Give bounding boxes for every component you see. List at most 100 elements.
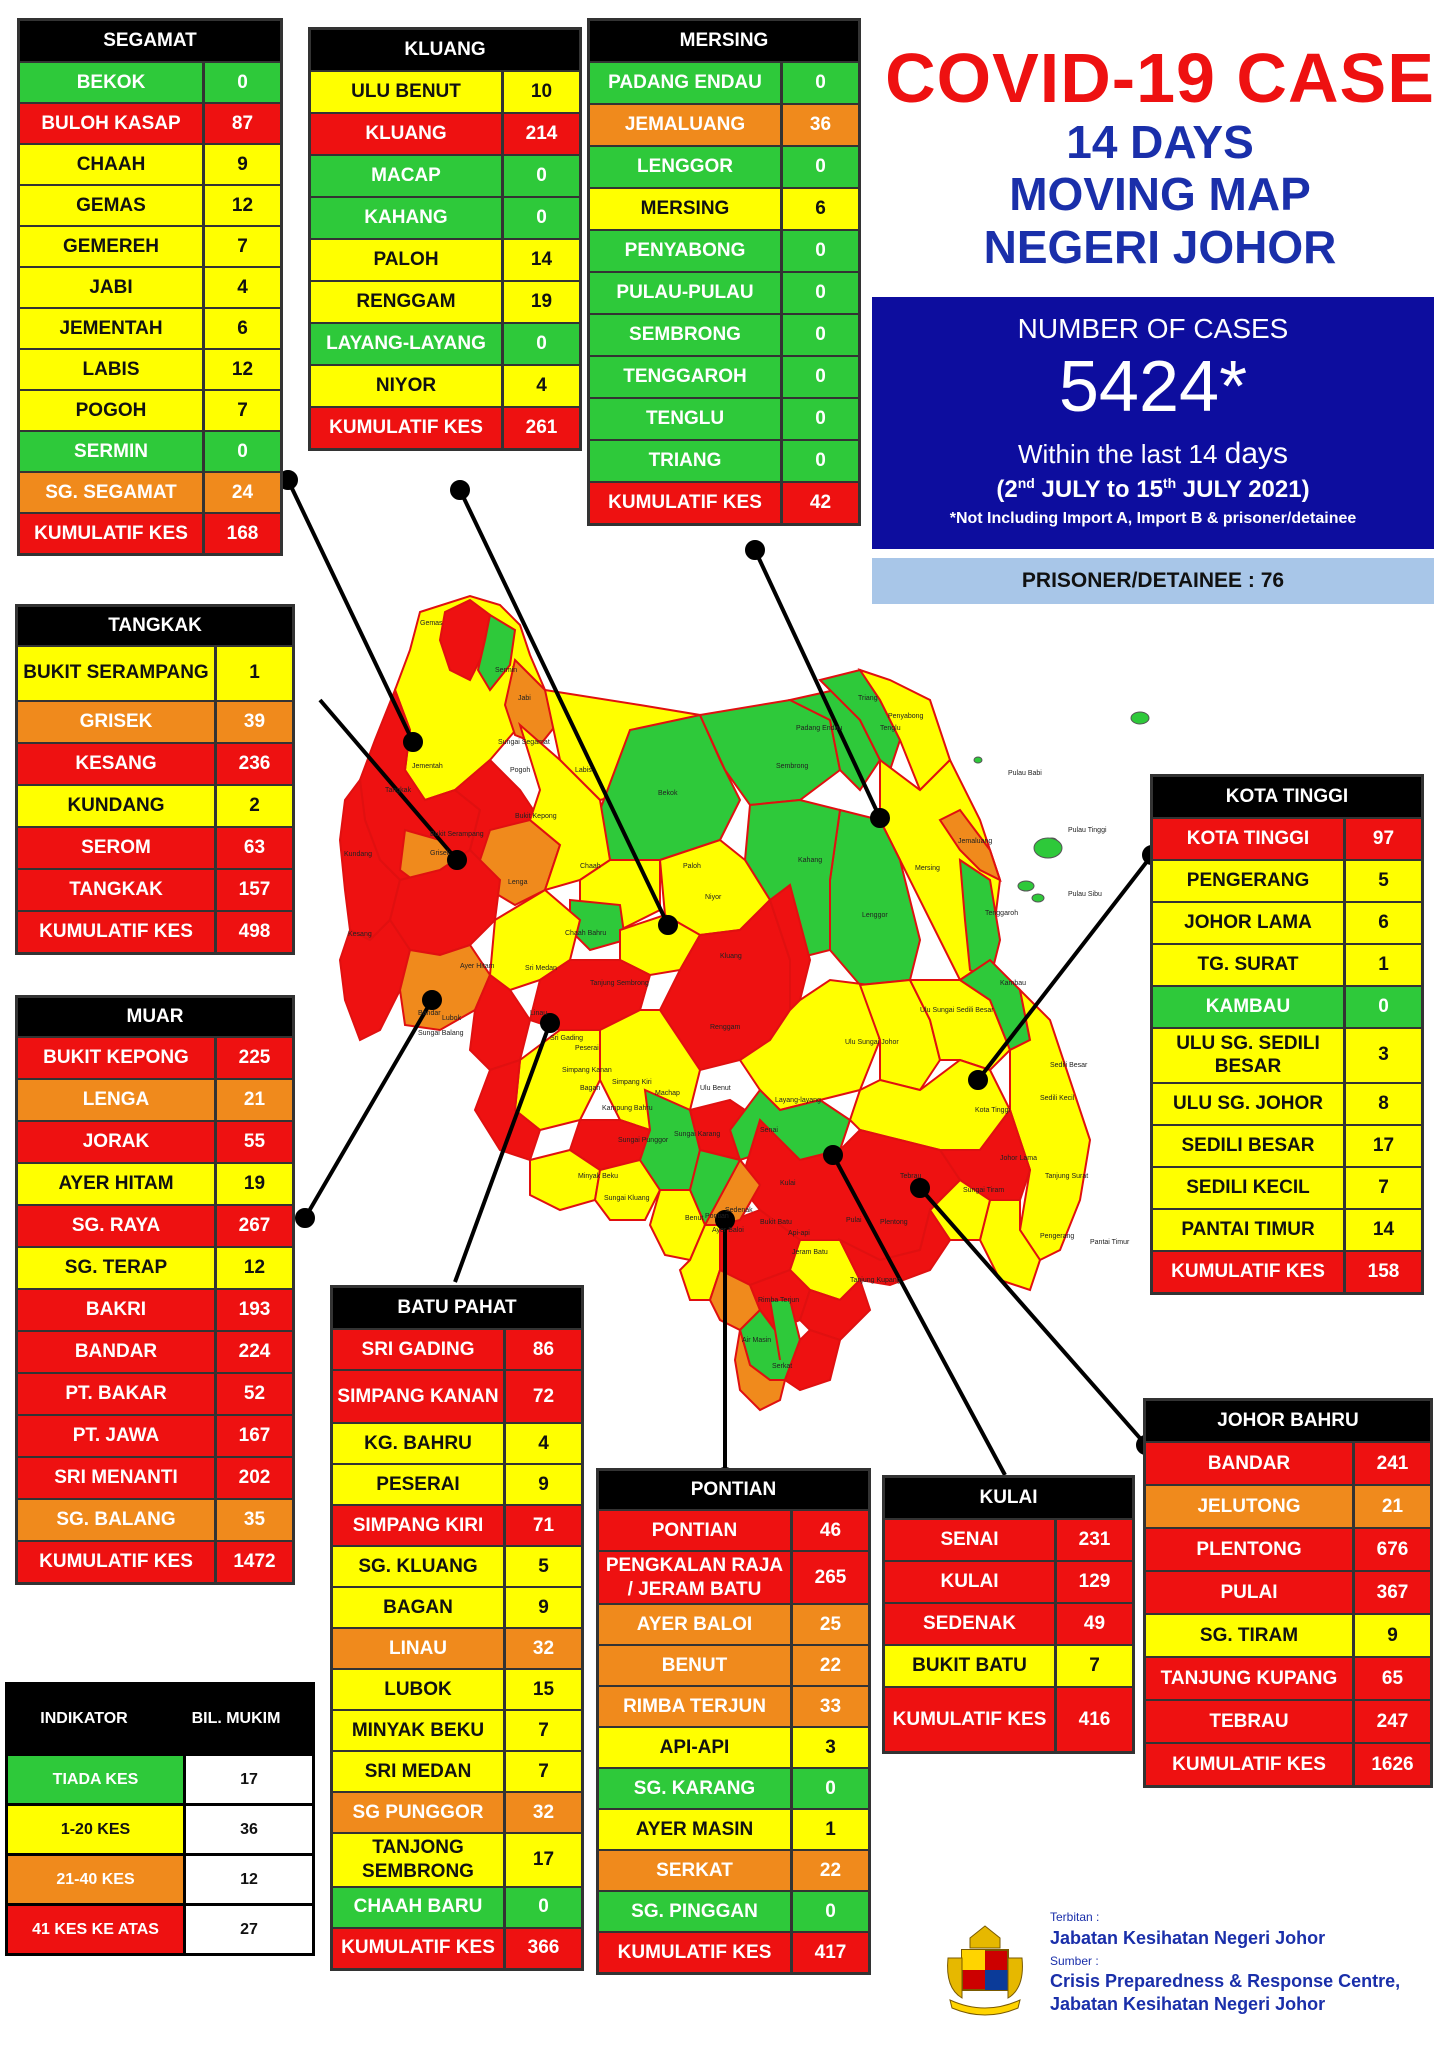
case-count: 14 bbox=[501, 240, 579, 280]
island bbox=[1017, 880, 1035, 892]
case-count: 0 bbox=[780, 315, 858, 355]
table-row: JEMALUANG 36 bbox=[590, 103, 858, 145]
mukim-name: CHAAH BARU bbox=[353, 1896, 483, 1918]
mukim-name: LINAU bbox=[388, 1637, 448, 1659]
table-row: GRISEK 39 bbox=[18, 699, 292, 742]
mukim-name: LABIS bbox=[82, 358, 140, 380]
mukim-name: BUKIT BATU bbox=[912, 1655, 1027, 1677]
table-pontian: PONTIAN PONTIAN 46 PENGKALAN RAJA / JERAM B… bbox=[596, 1468, 871, 1976]
date-range: (2nd JULY to 15th JULY 2021) bbox=[872, 475, 1434, 504]
case-count: 6 bbox=[780, 189, 858, 229]
mukim-name: MINYAK BEKU bbox=[351, 1719, 485, 1741]
case-count: 193 bbox=[214, 1290, 292, 1330]
mukim-name: SRI MEDAN bbox=[364, 1760, 472, 1782]
mukim-name: JEMENTAH bbox=[59, 317, 163, 339]
map-region bbox=[599, 1009, 702, 1132]
footer: Terbitan : Jabatan Kesihatan Negeri Joho… bbox=[940, 1908, 1440, 2028]
table-row: SRI MEDAN 7 bbox=[333, 1750, 581, 1792]
table-row: LAYANG-LAYANG 0 bbox=[311, 322, 579, 364]
mukim-name: SG PUNGGOR bbox=[352, 1801, 484, 1823]
case-count: 55 bbox=[214, 1122, 292, 1162]
map-label: Kota Tinggi bbox=[975, 1107, 1010, 1114]
map-label: Sungai Tiram bbox=[963, 1187, 1004, 1194]
mukim-name: KESANG bbox=[75, 752, 157, 774]
mukim-name: TANJUNG KUPANG bbox=[1160, 1667, 1338, 1689]
case-count: 17 bbox=[503, 1834, 581, 1886]
table-row: TG. SURAT 1 bbox=[1153, 943, 1421, 985]
mukim-name: TRIANG bbox=[648, 450, 722, 472]
map-label: Tanjung Kupang bbox=[850, 1277, 901, 1284]
table-row: AYER MASIN 1 bbox=[599, 1808, 868, 1850]
table-row: TENGLU 0 bbox=[590, 397, 858, 439]
table-row: KUMULATIF KES 1626 bbox=[1146, 1742, 1430, 1785]
case-count: 367 bbox=[1352, 1572, 1430, 1613]
case-count: 676 bbox=[1352, 1529, 1430, 1570]
table-row: ULU BENUT 10 bbox=[311, 70, 579, 112]
map-region bbox=[598, 713, 742, 861]
district-name: KLUANG bbox=[311, 30, 579, 70]
mukim-name: BANDAR bbox=[1207, 1452, 1291, 1474]
table-row: KUNDANG 2 bbox=[18, 783, 292, 826]
table-row: SRI GADING 86 bbox=[333, 1328, 581, 1369]
within-period: Within the last 14 days bbox=[872, 437, 1434, 471]
map-label: Chaah bbox=[580, 863, 601, 870]
case-count: 33 bbox=[790, 1687, 868, 1727]
table-row: KOTA TINGGI 97 bbox=[1153, 817, 1421, 859]
mukim-name: SEDILI KECIL bbox=[1186, 1176, 1310, 1198]
table-row: SEDILI KECIL 7 bbox=[1153, 1165, 1421, 1208]
case-count: 3 bbox=[790, 1728, 868, 1768]
table-row: JABI 4 bbox=[20, 266, 280, 307]
map-label: Bukit Serampang bbox=[430, 831, 484, 838]
table-row: MINYAK BEKU 7 bbox=[333, 1709, 581, 1751]
table-row: KAMBAU 0 bbox=[1153, 985, 1421, 1027]
map-label: Sedenak bbox=[725, 1207, 753, 1214]
table-row: PALOH 14 bbox=[311, 238, 579, 280]
range-part-b: JULY to 15 bbox=[1034, 476, 1163, 503]
mukim-name: SG. RAYA bbox=[71, 1215, 161, 1237]
case-count: 35 bbox=[214, 1500, 292, 1540]
table-row: SIMPANG KANAN 72 bbox=[333, 1369, 581, 1423]
table-row: SG. KLUANG 5 bbox=[333, 1545, 581, 1587]
mukim-name: GRISEK bbox=[79, 710, 153, 732]
map-region bbox=[338, 918, 412, 1042]
map-label: Bukit Kepong bbox=[515, 813, 557, 820]
map-label: Lubok bbox=[442, 1015, 462, 1022]
case-count: 22 bbox=[790, 1646, 868, 1686]
case-count: 9 bbox=[1352, 1615, 1430, 1656]
case-count: 14 bbox=[1343, 1209, 1421, 1250]
map-label: Renggam bbox=[710, 1024, 741, 1031]
mukim-name: KUMULATIF KES bbox=[341, 1937, 495, 1959]
map-region bbox=[476, 613, 517, 692]
case-count: 12 bbox=[214, 1248, 292, 1288]
case-count: 9 bbox=[503, 1465, 581, 1505]
mukim-name: KUMULATIF KES bbox=[39, 1551, 193, 1573]
case-count: 265 bbox=[790, 1552, 868, 1604]
map-region bbox=[787, 688, 882, 792]
case-count: 366 bbox=[503, 1928, 581, 1968]
table-row: SEROM 63 bbox=[18, 825, 292, 868]
map-label: Triang bbox=[858, 695, 878, 702]
map-region bbox=[473, 1058, 542, 1162]
legend-col-count: BIL. MUKIM bbox=[191, 1710, 281, 1727]
table-row: BANDAR 241 bbox=[1146, 1441, 1430, 1484]
table-kulai: KULAI SENAI 231 KULAI 129 SEDENAK 49 BUKIT BATU… bbox=[882, 1475, 1135, 1755]
case-count: 36 bbox=[780, 105, 858, 145]
map-label: Air Masin bbox=[742, 1337, 771, 1344]
map-label: Bukit Batu bbox=[760, 1219, 792, 1226]
source-line-2: Jabatan Kesihatan Negeri Johor bbox=[1050, 1994, 1326, 2014]
table-row: API-API 3 bbox=[599, 1726, 868, 1768]
map-region bbox=[593, 1158, 662, 1221]
case-count: 4 bbox=[503, 1424, 581, 1464]
case-count: 0 bbox=[1343, 987, 1421, 1027]
map-label: Sermin bbox=[495, 667, 517, 674]
map-label: Pantai Timur bbox=[1090, 1239, 1130, 1246]
case-count: 0 bbox=[501, 198, 579, 238]
map-region bbox=[978, 1199, 1042, 1292]
table-row: BENUT 22 bbox=[599, 1644, 868, 1686]
table-row: SEMBRONG 0 bbox=[590, 313, 858, 355]
map-label: Pulau Sibu bbox=[1068, 891, 1102, 898]
case-count: 19 bbox=[501, 282, 579, 322]
map-label: Sembrong bbox=[776, 763, 808, 770]
case-count: 168 bbox=[202, 514, 280, 553]
